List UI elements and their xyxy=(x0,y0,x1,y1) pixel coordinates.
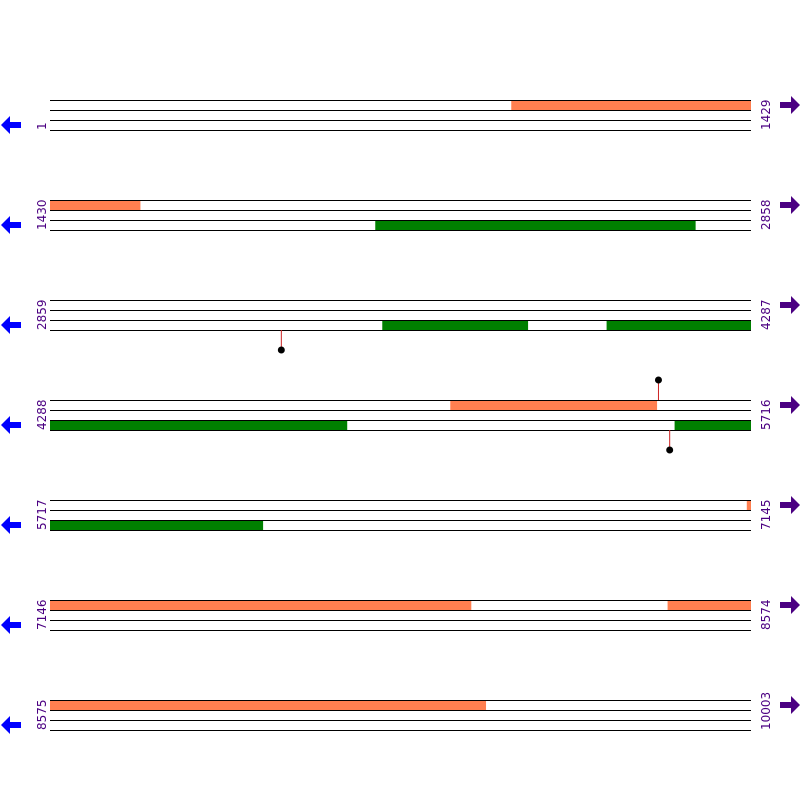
map-row: 8575 10003 xyxy=(1,692,800,734)
map-row: 2859 4287 xyxy=(1,296,800,354)
row-start-label: 8575 xyxy=(35,699,49,730)
reverse-feature-bar[interactable] xyxy=(50,421,348,430)
arrow-right-icon xyxy=(780,696,800,714)
row-end-label: 1429 xyxy=(759,99,773,130)
arrow-right-icon xyxy=(780,96,800,114)
row-start-label: 2859 xyxy=(35,299,49,330)
forward-feature-bar[interactable] xyxy=(450,401,658,410)
arrow-left-icon xyxy=(1,116,21,134)
reverse-feature-bar[interactable] xyxy=(50,521,264,530)
row-end-label: 4287 xyxy=(759,299,773,330)
arrow-left-icon xyxy=(1,516,21,534)
arrow-left-icon xyxy=(1,716,21,734)
marker-dot[interactable] xyxy=(654,376,662,384)
arrow-left-icon xyxy=(1,216,21,234)
reverse-feature-bar[interactable] xyxy=(606,321,751,330)
arrow-right-icon xyxy=(780,196,800,214)
forward-feature-bar[interactable] xyxy=(50,701,487,710)
forward-feature-bar[interactable] xyxy=(746,501,751,510)
row-start-label: 7146 xyxy=(35,599,49,630)
row-start-label: 1 xyxy=(35,122,49,130)
forward-feature-bar[interactable] xyxy=(50,601,472,610)
row-start-label: 1430 xyxy=(35,199,49,230)
reverse-feature-bar[interactable] xyxy=(382,321,529,330)
marker-dot[interactable] xyxy=(277,346,285,354)
forward-feature-bar[interactable] xyxy=(50,201,141,210)
forward-feature-bar[interactable] xyxy=(667,601,751,610)
arrow-left-icon xyxy=(1,316,21,334)
row-start-label: 4288 xyxy=(35,399,49,430)
map-row: 4288 5716 xyxy=(1,376,800,454)
arrow-right-icon xyxy=(780,296,800,314)
map-row: 1 1429 xyxy=(1,96,800,134)
map-row: 7146 8574 xyxy=(1,596,800,634)
arrow-left-icon xyxy=(1,616,21,634)
row-end-label: 8574 xyxy=(759,599,773,630)
row-end-label: 7145 xyxy=(759,499,773,530)
map-rows: 1 1429 1430 2858 2859 4287 4288 5716 5717 7145 714… xyxy=(1,96,800,734)
row-end-label: 2858 xyxy=(759,199,773,230)
marker-dot[interactable] xyxy=(666,446,674,454)
row-end-label: 5716 xyxy=(759,399,773,430)
reverse-feature-bar[interactable] xyxy=(375,221,696,230)
map-row: 5717 7145 xyxy=(1,496,800,534)
arrow-right-icon xyxy=(780,596,800,614)
arrow-left-icon xyxy=(1,416,21,434)
row-start-label: 5717 xyxy=(35,499,49,530)
arrow-right-icon xyxy=(780,496,800,514)
map-row: 1430 2858 xyxy=(1,196,800,234)
forward-feature-bar[interactable] xyxy=(511,101,751,110)
row-end-label: 10003 xyxy=(759,692,773,730)
reverse-feature-bar[interactable] xyxy=(674,421,751,430)
arrow-right-icon xyxy=(780,396,800,414)
